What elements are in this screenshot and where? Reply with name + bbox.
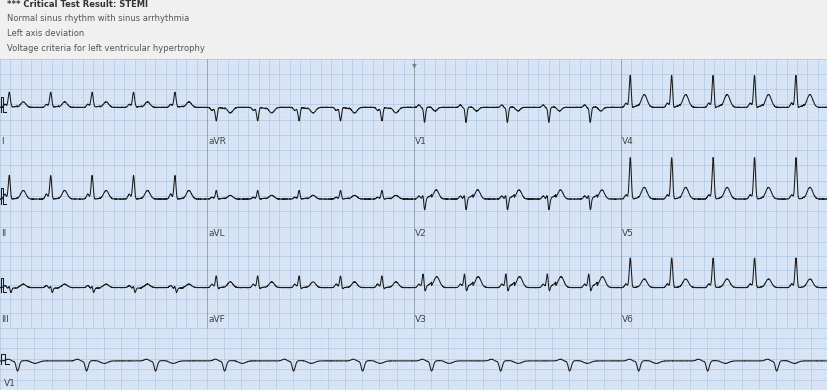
Text: V2: V2 (414, 229, 426, 238)
Text: aVF: aVF (208, 315, 224, 324)
Text: V3: V3 (414, 315, 427, 324)
Text: *** Critical Test Result: STEMI: *** Critical Test Result: STEMI (7, 0, 147, 9)
Text: Voltage criteria for left ventricular hypertrophy: Voltage criteria for left ventricular hy… (7, 44, 204, 53)
Text: V1: V1 (414, 138, 427, 147)
Text: Left axis deviation: Left axis deviation (7, 29, 84, 38)
Text: I: I (1, 138, 3, 147)
Text: aVL: aVL (208, 229, 224, 238)
Text: V6: V6 (621, 315, 633, 324)
Text: V5: V5 (621, 229, 633, 238)
Text: II: II (1, 229, 7, 238)
Text: V4: V4 (621, 138, 633, 147)
Text: ▾: ▾ (411, 60, 416, 71)
Text: V1: V1 (4, 379, 16, 388)
Text: aVR: aVR (208, 138, 226, 147)
Text: Normal sinus rhythm with sinus arrhythmia: Normal sinus rhythm with sinus arrhythmi… (7, 14, 189, 23)
Text: III: III (1, 315, 9, 324)
